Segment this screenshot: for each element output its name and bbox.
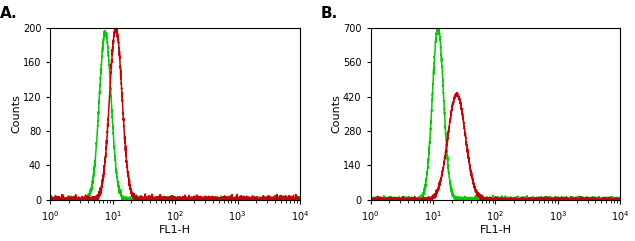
Y-axis label: Counts: Counts (331, 94, 342, 133)
Y-axis label: Counts: Counts (11, 94, 22, 133)
X-axis label: FL1-H: FL1-H (479, 225, 511, 235)
Text: B.: B. (321, 6, 338, 21)
Text: A.: A. (1, 6, 18, 21)
X-axis label: FL1-H: FL1-H (159, 225, 191, 235)
